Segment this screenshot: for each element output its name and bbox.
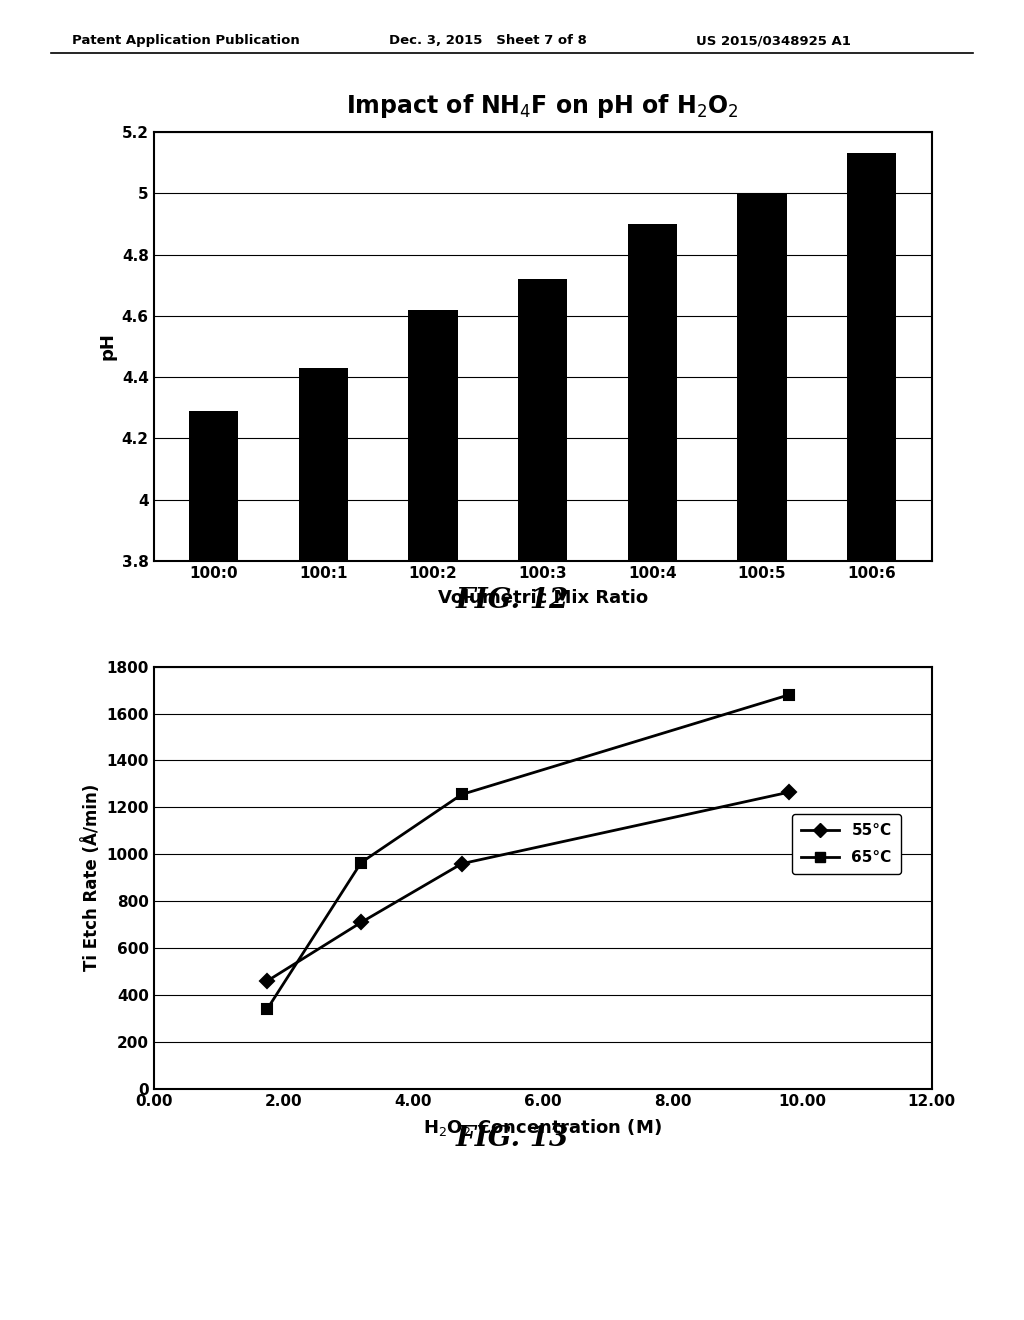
Line: 65°C: 65°C [262, 690, 794, 1014]
55°C [783, 784, 796, 800]
Line: 55°C: 55°C [262, 787, 794, 986]
65°C [261, 1002, 273, 1018]
55°C [355, 915, 368, 931]
Title: Impact of NH$_4$F on pH of H$_2$O$_2$: Impact of NH$_4$F on pH of H$_2$O$_2$ [346, 91, 739, 120]
Text: US 2015/0348925 A1: US 2015/0348925 A1 [696, 34, 851, 48]
Bar [628, 224, 677, 561]
55°C [261, 973, 273, 989]
Text: FIG. 13: FIG. 13 [456, 1125, 568, 1151]
Bar [409, 310, 458, 561]
Bar [299, 368, 348, 561]
55°C [456, 855, 468, 871]
Y-axis label: Ti Etch Rate (Å/min): Ti Etch Rate (Å/min) [82, 784, 100, 972]
65°C [355, 854, 368, 870]
X-axis label: H$_2$O$_2$ Concentration (M): H$_2$O$_2$ Concentration (M) [423, 1117, 663, 1138]
Text: Dec. 3, 2015   Sheet 7 of 8: Dec. 3, 2015 Sheet 7 of 8 [389, 34, 587, 48]
Bar [189, 411, 239, 561]
X-axis label: Volumetric Mix Ratio: Volumetric Mix Ratio [437, 589, 648, 607]
65°C [456, 787, 468, 803]
65°C [783, 686, 796, 702]
Text: Patent Application Publication: Patent Application Publication [72, 34, 299, 48]
Y-axis label: pH: pH [98, 333, 116, 360]
Bar [847, 153, 896, 561]
Text: FIG. 12: FIG. 12 [456, 587, 568, 614]
Legend: 55°C, 65°C: 55°C, 65°C [792, 813, 901, 874]
Bar [518, 279, 567, 561]
Bar [737, 193, 786, 561]
